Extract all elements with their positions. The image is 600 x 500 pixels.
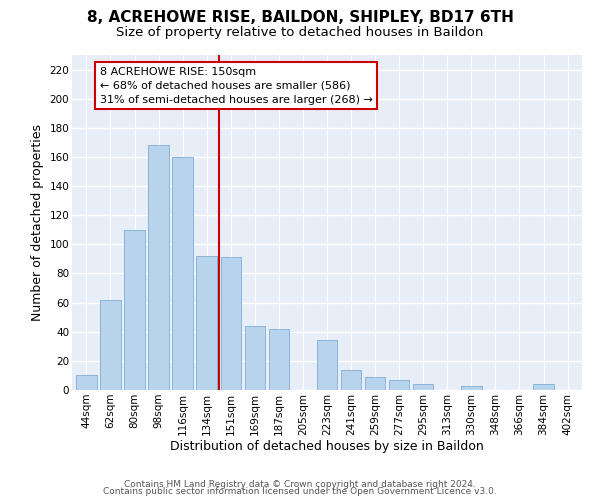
Text: 8, ACREHOWE RISE, BAILDON, SHIPLEY, BD17 6TH: 8, ACREHOWE RISE, BAILDON, SHIPLEY, BD17… xyxy=(86,10,514,25)
Bar xyxy=(317,340,337,390)
Text: Contains HM Land Registry data © Crown copyright and database right 2024.: Contains HM Land Registry data © Crown c… xyxy=(124,480,476,489)
Bar xyxy=(172,157,193,390)
Bar xyxy=(100,300,121,390)
Bar xyxy=(461,386,482,390)
Bar xyxy=(76,376,97,390)
Bar xyxy=(269,329,289,390)
Bar xyxy=(124,230,145,390)
Bar xyxy=(196,256,217,390)
Bar xyxy=(245,326,265,390)
Bar xyxy=(221,258,241,390)
Bar xyxy=(148,146,169,390)
Bar xyxy=(533,384,554,390)
Y-axis label: Number of detached properties: Number of detached properties xyxy=(31,124,44,321)
Bar xyxy=(389,380,409,390)
Bar xyxy=(341,370,361,390)
Bar xyxy=(365,377,385,390)
X-axis label: Distribution of detached houses by size in Baildon: Distribution of detached houses by size … xyxy=(170,440,484,454)
Bar xyxy=(413,384,433,390)
Text: 8 ACREHOWE RISE: 150sqm
← 68% of detached houses are smaller (586)
31% of semi-d: 8 ACREHOWE RISE: 150sqm ← 68% of detache… xyxy=(100,66,373,104)
Text: Contains public sector information licensed under the Open Government Licence v3: Contains public sector information licen… xyxy=(103,488,497,496)
Text: Size of property relative to detached houses in Baildon: Size of property relative to detached ho… xyxy=(116,26,484,39)
